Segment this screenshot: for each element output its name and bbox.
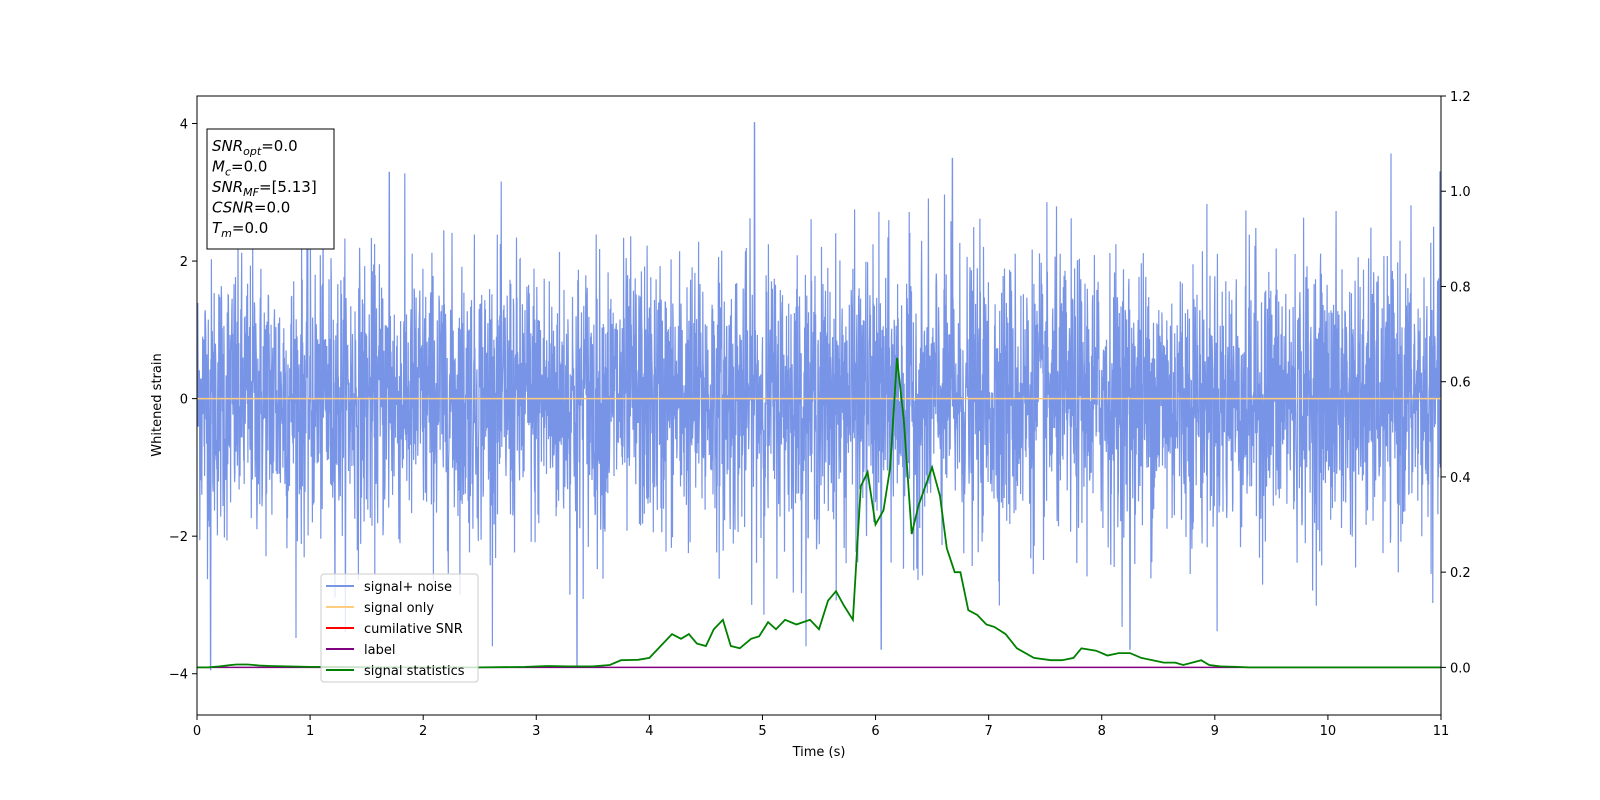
y-axis-label: Whitened strain [150,353,165,456]
y-right-tick-label: 0.0 [1450,661,1471,676]
y-right-tick-label: 0.6 [1450,376,1471,391]
y-left-tick-label: 4 [180,118,188,133]
y-left-tick-label: −2 [169,530,188,545]
x-tick-label: 11 [1433,724,1450,739]
signal-statistics-line [197,357,1441,669]
legend: signal+ noise signal only cumilative SNR la… [320,573,479,683]
x-tick-label: 10 [1320,724,1337,739]
legend-label: signal only [364,601,434,616]
x-tick-label: 0 [193,724,201,739]
y-right-tick-label: 0.4 [1450,471,1471,486]
legend-label: signal statistics [364,664,465,679]
stats-row: SNRMF=[5.13] [212,178,317,199]
y-right-tick-label: 1.2 [1450,90,1471,105]
x-tick-label: 1 [306,724,314,739]
x-tick-label: 9 [1211,724,1219,739]
x-tick-label: 2 [419,724,427,739]
x-tick-label: 8 [1098,724,1106,739]
x-tick-label: 7 [984,724,992,739]
y-axis-right: 0.0 0.2 0.4 0.6 0.8 1.0 1.2 [1441,90,1471,676]
legend-frame [320,573,479,683]
x-tick-label: 6 [871,724,879,739]
stats-row: Tm=0.0 [212,219,268,240]
x-tick-label: 5 [758,724,766,739]
y-right-tick-label: 1.0 [1450,185,1471,200]
stats-box-frame [206,128,335,250]
y-right-tick-label: 0.2 [1450,566,1471,581]
signal-plus-noise-line [197,153,1441,647]
y-axis-left: −4 −2 0 2 4 [169,118,197,683]
y-left-tick-label: 0 [180,393,188,408]
plot-frame [196,95,1442,716]
y-left-tick-label: 2 [180,255,188,270]
y-left-tick-label: −4 [169,668,188,683]
stats-row: Mc=0.0 [212,158,267,179]
y-right-tick-label: 0.8 [1450,280,1471,295]
x-axis-label: Time (s) [792,745,846,760]
legend-label: signal+ noise [364,580,452,595]
x-tick-label: 3 [532,724,540,739]
stats-row: SNRopt=0.0 [212,137,298,158]
x-tick-label: 4 [645,724,653,739]
legend-label: cumilative SNR [364,622,463,637]
legend-label: label [364,643,395,658]
stats-row: CSNR=0.0 [212,199,290,217]
x-axis: 0 1 2 3 4 5 6 7 8 9 10 11 [193,715,1449,739]
